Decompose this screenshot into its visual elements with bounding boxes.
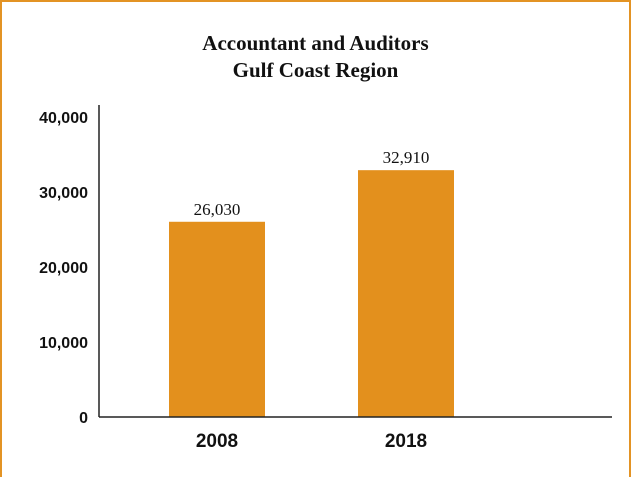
- bars: [169, 170, 454, 417]
- y-tick-label: 20,000: [39, 260, 88, 277]
- frame-border-left: [0, 0, 2, 477]
- bar-2008: [169, 221, 265, 417]
- y-tick-label: 40,000: [39, 110, 88, 127]
- y-axis-ticks: 0 10,000 20,000 30,000 40,000: [39, 110, 88, 427]
- x-tick-label: 2018: [385, 431, 427, 452]
- x-tick-label: 2008: [196, 431, 238, 452]
- frame-border-top: [0, 0, 631, 2]
- frame-border-right: [629, 0, 631, 477]
- chart-title-line-1: Accountant and Auditors: [202, 31, 429, 55]
- chart-title-line-2: Gulf Coast Region: [232, 58, 399, 82]
- data-labels: 26,030 32,910: [194, 148, 430, 219]
- x-axis-ticks: 2008 2018: [196, 431, 427, 452]
- chart-title: Accountant and Auditors Gulf Coast Regio…: [0, 30, 631, 84]
- y-tick-label: 10,000: [39, 335, 88, 352]
- y-tick-label: 30,000: [39, 185, 88, 202]
- bar-2018: [358, 170, 454, 417]
- y-tick-label: 0: [79, 410, 88, 427]
- data-label: 32,910: [383, 148, 430, 167]
- data-label: 26,030: [194, 200, 241, 219]
